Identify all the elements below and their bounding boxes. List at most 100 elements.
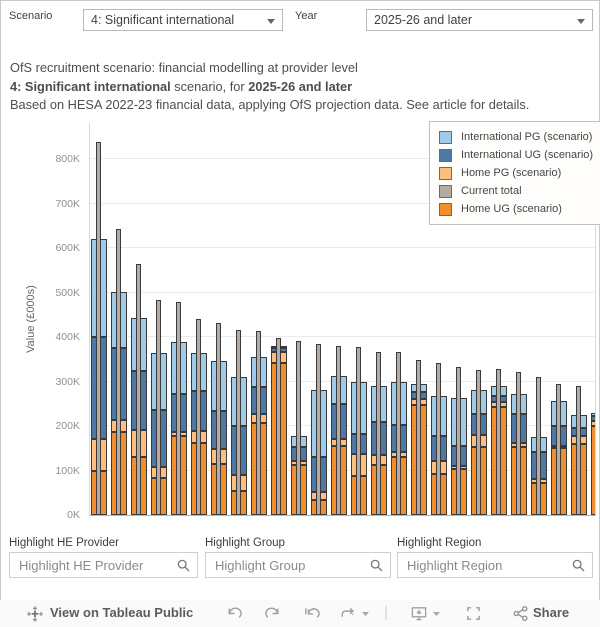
bar-segment[interactable]: [591, 416, 595, 421]
legend-swatch: [439, 130, 452, 144]
legend-label: International UG (scenario): [461, 149, 594, 161]
chevron-down-icon: [267, 19, 275, 24]
legend-label: International PG (scenario): [461, 131, 593, 143]
search-icon[interactable]: [572, 559, 585, 572]
current-total-bar[interactable]: [396, 352, 401, 515]
chevron-down-icon: [577, 19, 585, 24]
view-on-tableau-public-link[interactable]: View on Tableau Public: [50, 605, 194, 620]
y-tick-label: 700K: [55, 197, 80, 210]
y-tick-label: 0K: [67, 509, 80, 521]
download-icon[interactable]: [410, 605, 428, 622]
current-total-bar[interactable]: [416, 359, 421, 515]
share-icon[interactable]: [512, 605, 529, 622]
legend-label: Home PG (scenario): [461, 167, 562, 179]
current-total-bar[interactable]: [196, 319, 201, 515]
legend-swatch: [439, 184, 452, 198]
chart-title-block: OfS recruitment scenario: financial mode…: [10, 59, 529, 115]
highlight-region-searchbox: [397, 552, 593, 578]
current-total-bar[interactable]: [96, 141, 101, 515]
gridline: [90, 158, 595, 160]
current-total-bar[interactable]: [176, 301, 181, 515]
y-axis-ticks: 0K 100K 200K 300K 400K 500K 600K 700K 800K: [1, 123, 86, 521]
redo-icon[interactable]: [265, 605, 282, 622]
highlight-region-input[interactable]: [398, 553, 592, 577]
bar-segment[interactable]: [591, 420, 595, 426]
current-total-bar[interactable]: [496, 369, 501, 515]
title-line-1: OfS recruitment scenario: financial mode…: [10, 60, 358, 75]
tableau-logo-icon[interactable]: [27, 606, 43, 622]
toolbar-separator: |: [384, 604, 388, 621]
legend-label: Current total: [461, 185, 522, 197]
gridline: [90, 291, 595, 293]
year-filter-label: Year: [295, 10, 318, 22]
current-total-bar[interactable]: [136, 263, 141, 515]
legend-swatch: [439, 166, 452, 180]
current-total-bar[interactable]: [156, 299, 161, 515]
current-total-bar[interactable]: [476, 369, 481, 515]
legend-row[interactable]: Home PG (scenario): [439, 164, 600, 182]
share-label[interactable]: Share: [533, 605, 570, 620]
highlight-provider-input[interactable]: [10, 553, 197, 577]
current-total-bar[interactable]: [356, 346, 361, 515]
search-icon[interactable]: [177, 559, 190, 572]
current-total-bar[interactable]: [556, 383, 561, 515]
scenario-filter-label: Scenario: [9, 10, 53, 22]
current-total-bar[interactable]: [536, 376, 541, 515]
legend-row[interactable]: Home UG (scenario): [439, 200, 600, 218]
year-dropdown[interactable]: 2025-26 and later: [366, 9, 593, 31]
chart-area: Value (£000s) 0K 100K 200K 300K 400K 500K 600K…: [1, 123, 600, 521]
gridline: [90, 336, 595, 338]
legend-row[interactable]: Current total: [439, 182, 600, 200]
current-total-bar[interactable]: [376, 351, 381, 515]
legend-swatch: [439, 202, 452, 216]
gridline: [90, 202, 595, 204]
refresh-icon[interactable]: [339, 605, 356, 622]
current-total-bar[interactable]: [116, 229, 121, 515]
y-tick-label: 500K: [55, 286, 80, 299]
search-icon[interactable]: [370, 559, 383, 572]
current-total-bar[interactable]: [216, 323, 221, 515]
legend-row[interactable]: International PG (scenario): [439, 128, 600, 146]
y-tick-label: 800K: [55, 153, 80, 166]
bar-segment[interactable]: [591, 425, 595, 515]
fullscreen-icon[interactable]: [465, 605, 482, 622]
current-total-bar[interactable]: [256, 331, 261, 515]
current-total-bar[interactable]: [276, 338, 281, 515]
y-tick-label: 600K: [55, 242, 80, 255]
scenario-dropdown[interactable]: 4: Significant international: [83, 9, 283, 31]
current-total-bar[interactable]: [316, 343, 321, 515]
y-tick-label: 300K: [55, 375, 80, 388]
tableau-toolbar: View on Tableau Public |: [0, 600, 600, 627]
current-total-bar[interactable]: [456, 366, 461, 515]
legend-label: Home UG (scenario): [461, 203, 562, 215]
refresh-caret-icon[interactable]: [361, 611, 370, 617]
current-total-bar[interactable]: [296, 340, 301, 515]
current-total-bar[interactable]: [516, 371, 521, 515]
highlight-group-input[interactable]: [206, 553, 390, 577]
highlight-region-label: Highlight Region: [397, 537, 482, 549]
legend-row[interactable]: International UG (scenario): [439, 146, 600, 164]
tableau-viz: Scenario 4: Significant international Ye…: [0, 0, 600, 601]
current-total-bar[interactable]: [576, 385, 581, 515]
revert-icon[interactable]: [303, 605, 320, 622]
year-dropdown-value: 2025-26 and later: [374, 13, 472, 27]
legend-swatch: [439, 148, 452, 162]
bar-segment[interactable]: [591, 413, 595, 417]
gridline: [90, 247, 595, 249]
y-tick-label: 200K: [55, 420, 80, 433]
highlight-group-label: Highlight Group: [205, 537, 285, 549]
highlight-provider-searchbox: [9, 552, 198, 578]
highlight-group-searchbox: [205, 552, 391, 578]
chart-legend: International PG (scenario) International…: [429, 121, 600, 225]
highlight-provider-label: Highlight HE Provider: [9, 537, 119, 549]
scenario-dropdown-value: 4: Significant international: [91, 13, 235, 27]
plot-area: [89, 123, 596, 516]
undo-icon[interactable]: [225, 605, 242, 622]
y-tick-label: 400K: [55, 331, 80, 344]
title-line-3: Based on HESA 2022-23 financial data, ap…: [10, 97, 530, 112]
current-total-bar[interactable]: [336, 345, 341, 515]
current-total-bar[interactable]: [436, 363, 441, 515]
download-caret-icon[interactable]: [432, 611, 441, 617]
title-line-2: 4: Significant international scenario, f…: [10, 78, 353, 94]
current-total-bar[interactable]: [236, 329, 241, 515]
